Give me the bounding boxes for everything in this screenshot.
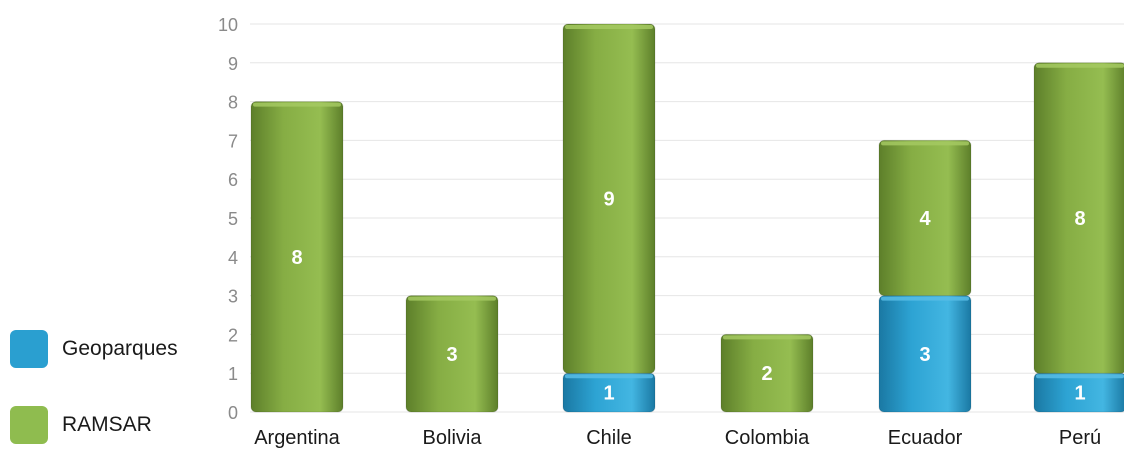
- legend-swatch-geoparques: [10, 330, 48, 368]
- data-label-ramsar-colombia: 2: [761, 363, 772, 385]
- legend-swatch-ramsar: [10, 406, 48, 444]
- bar-ramsar-ecuador: [878, 139, 972, 297]
- bar-cap-ramsar-peru: [1036, 63, 1124, 68]
- bar-ramsar-argentina: [250, 101, 344, 413]
- bar-geoparques-peru: [1033, 372, 1124, 413]
- bar-geoparques-ecuador: [878, 295, 972, 413]
- y-axis: 0 1 2 3 4 5 6 7 8 9 10: [218, 15, 238, 423]
- legend-item-ramsar: RAMSAR: [10, 406, 152, 444]
- legend-label-ramsar: RAMSAR: [62, 413, 152, 436]
- grid-lines: [250, 23, 1124, 413]
- y-tick-label: 4: [228, 248, 238, 268]
- x-tick-label: Bolivia: [423, 427, 483, 448]
- bar-cap-ramsar-colombia: [723, 335, 811, 340]
- bar-stack-argentina: 8: [250, 101, 344, 413]
- data-label-geoparques-ecuador: 3: [919, 344, 930, 366]
- x-tick-label: Ecuador: [888, 427, 963, 448]
- bar-cap-geoparques-peru: [1036, 374, 1124, 379]
- bar-ramsar-peru: [1033, 62, 1124, 374]
- data-label-ramsar-peru: 8: [1074, 208, 1085, 230]
- x-tick-label: Perú: [1059, 427, 1101, 448]
- y-tick-label: 2: [228, 325, 238, 345]
- legend-item-geoparques: Geoparques: [10, 330, 178, 368]
- x-tick-label: Colombia: [725, 427, 810, 448]
- bar-cap-ramsar-ecuador: [881, 141, 969, 146]
- bar-stack-bolivia: 3: [405, 295, 499, 413]
- data-label-geoparques-peru: 1: [1074, 383, 1085, 405]
- x-tick-label: Chile: [586, 427, 632, 448]
- y-tick-label: 10: [218, 15, 238, 35]
- data-label-ramsar-chile: 9: [603, 189, 614, 211]
- y-tick-label: 6: [228, 170, 238, 190]
- x-axis: Argentina Bolivia Chile Colombia Ecuador Perú: [254, 427, 1101, 449]
- y-tick-label: 9: [228, 54, 238, 74]
- bar-stack-colombia: 2: [720, 333, 814, 413]
- bar-stack-ecuador: 34: [878, 139, 972, 413]
- bar-cap-geoparques-ecuador: [881, 296, 969, 301]
- bar-ramsar-chile: [562, 23, 656, 374]
- bar-cap-ramsar-chile: [565, 25, 653, 29]
- y-tick-label: 7: [228, 131, 238, 151]
- legend-label-geoparques: Geoparques: [62, 337, 178, 360]
- bar-stack-peru: 18: [1033, 62, 1124, 413]
- bar-cap-ramsar-argentina: [253, 102, 341, 107]
- x-tick-label: Argentina: [254, 427, 340, 448]
- bar-stack-chile: 19: [562, 23, 656, 413]
- data-label-ramsar-argentina: 8: [291, 247, 302, 269]
- data-label-ramsar-ecuador: 4: [919, 208, 931, 230]
- bar-cap-geoparques-chile: [565, 374, 653, 379]
- bar-ramsar-colombia: [720, 333, 814, 413]
- y-tick-label: 8: [228, 93, 238, 113]
- data-label-geoparques-chile: 1: [603, 383, 614, 405]
- y-tick-label: 1: [228, 364, 238, 384]
- data-label-ramsar-bolivia: 3: [446, 344, 457, 366]
- y-tick-label: 0: [228, 403, 238, 423]
- bar-cap-ramsar-bolivia: [408, 296, 496, 301]
- y-tick-label: 5: [228, 209, 238, 229]
- bar-ramsar-bolivia: [405, 295, 499, 413]
- y-tick-label: 3: [228, 287, 238, 307]
